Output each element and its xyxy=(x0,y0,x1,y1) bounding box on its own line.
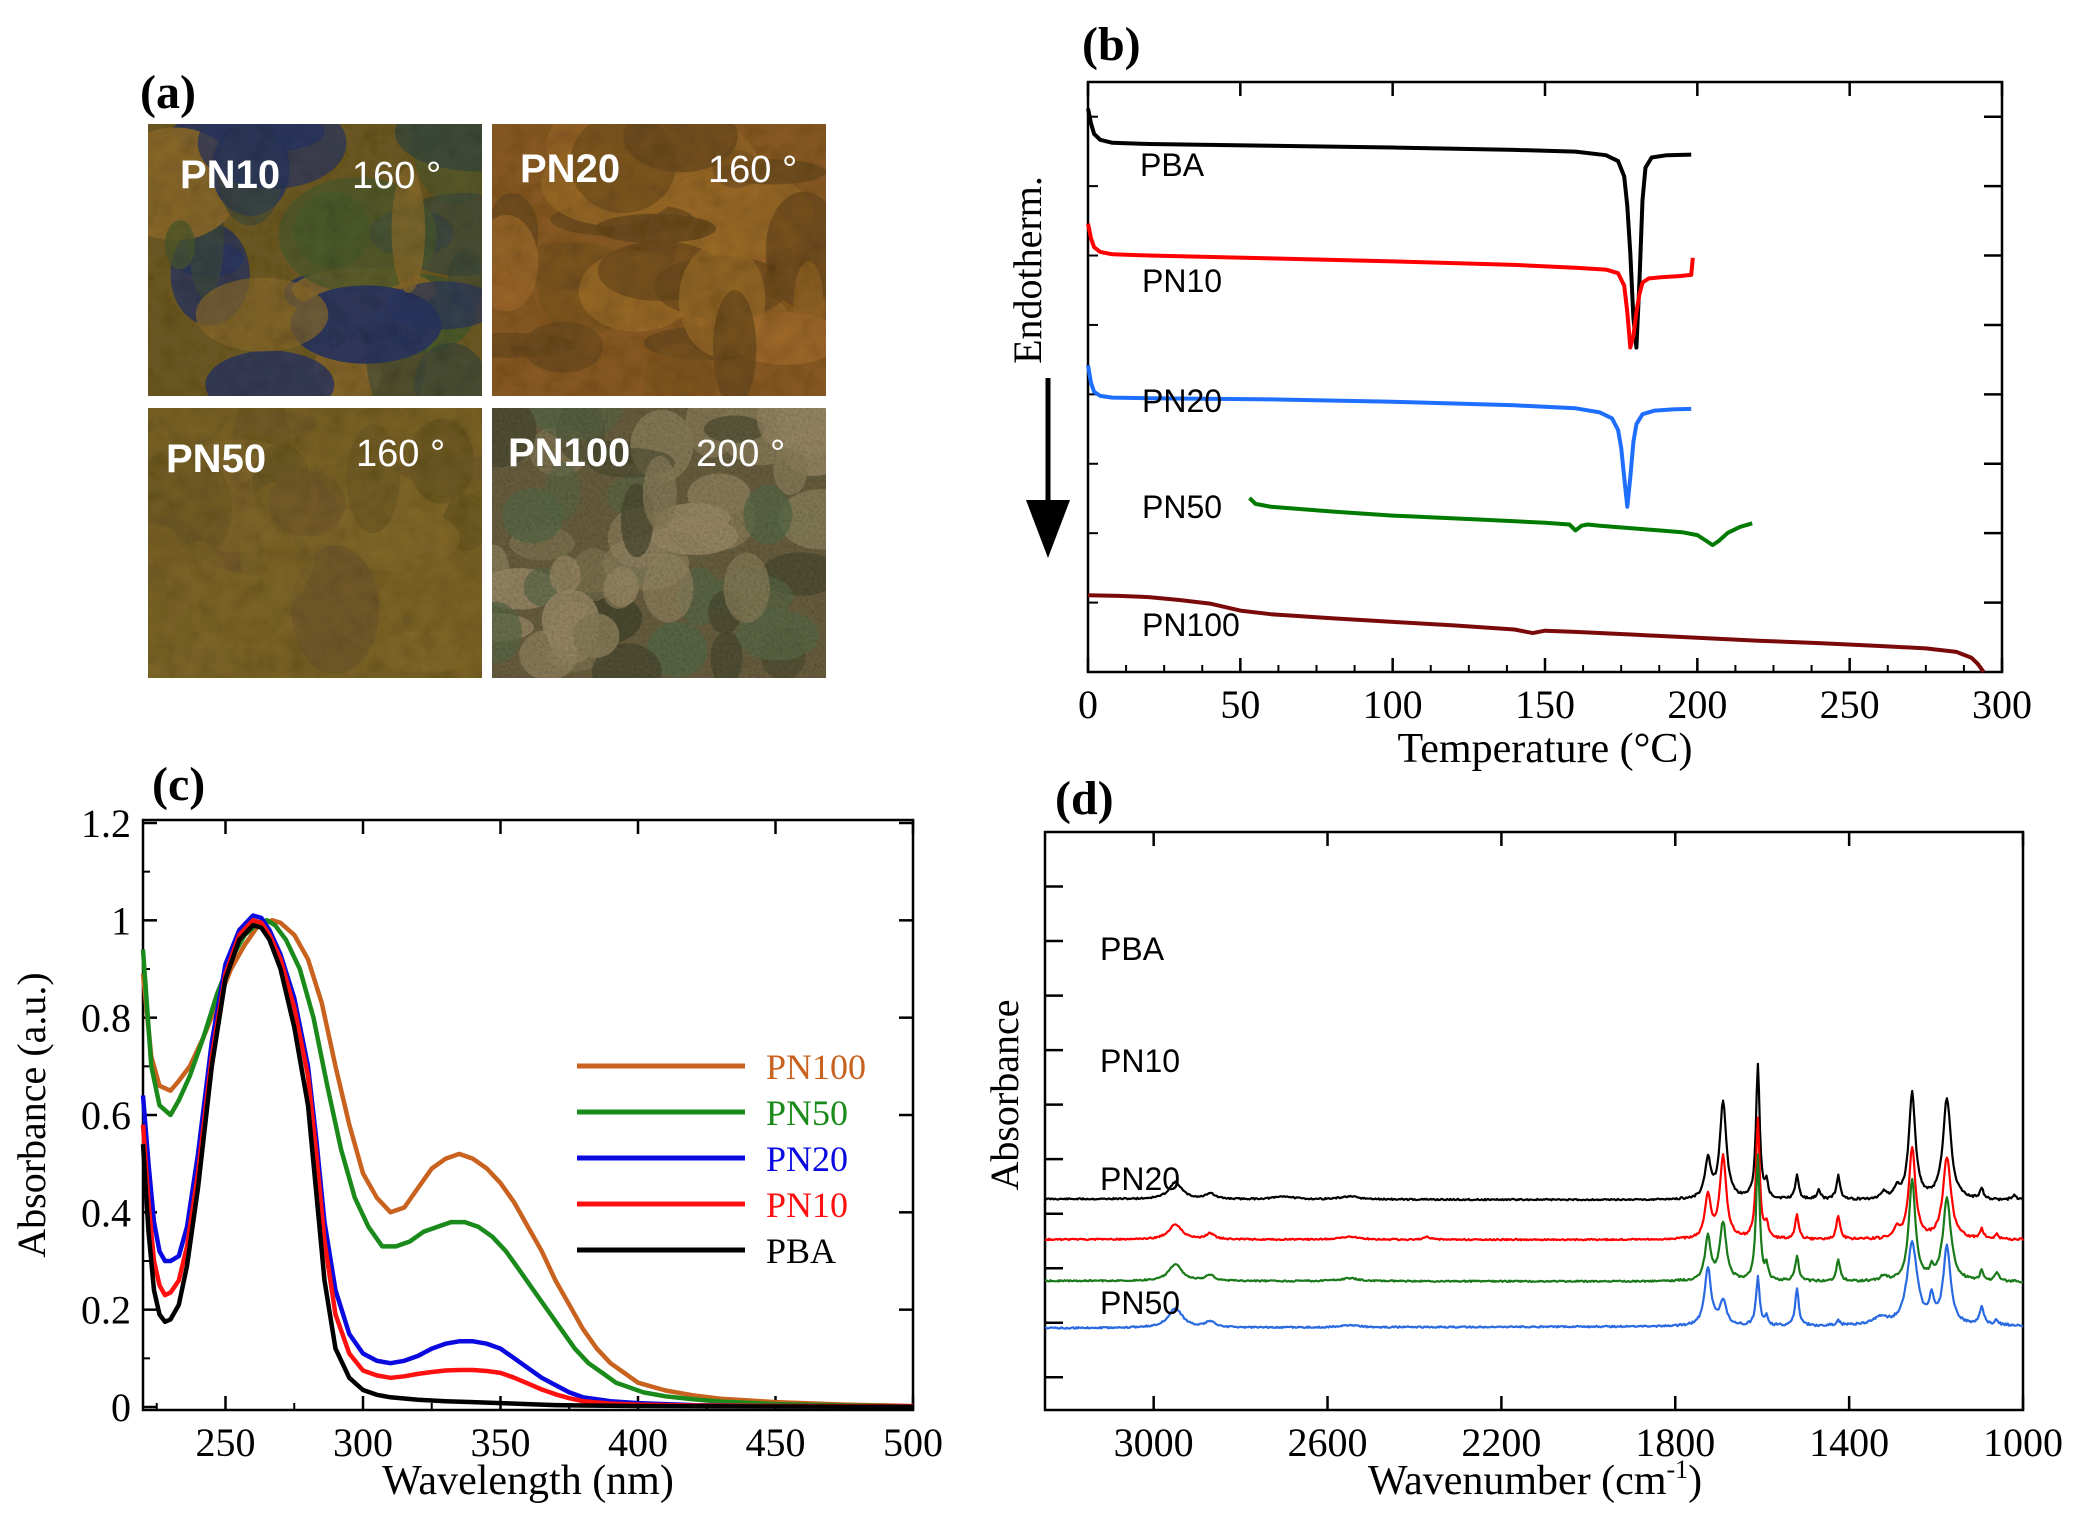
x-tick-label: 150 xyxy=(1515,682,1575,727)
tile-temperature-label: 200 ° xyxy=(696,433,785,475)
x-tick-label: 400 xyxy=(608,1420,668,1465)
series-label-pn20: PN20 xyxy=(1142,383,1222,419)
panel-d-xlabel-sup: -1 xyxy=(1666,1455,1688,1484)
tile-sample-label: PN20 xyxy=(520,147,620,191)
x-tick-label: 3000 xyxy=(1114,1420,1194,1465)
endotherm-arrow xyxy=(1026,378,1070,558)
legend-label-pn10: PN10 xyxy=(766,1185,848,1225)
y-tick-label: 0.4 xyxy=(81,1190,131,1235)
series-line-pn50 xyxy=(1248,496,1753,548)
panel-d-xlabel-main: Wavenumber (cm xyxy=(1368,1458,1667,1504)
y-tick-label: 0.2 xyxy=(81,1288,131,1333)
panel-c-label: (c) xyxy=(152,758,205,811)
series-line-pba xyxy=(1086,108,1692,350)
x-tick-label: 1400 xyxy=(1809,1420,1889,1465)
spectrum-label-pba: PBA xyxy=(1100,931,1165,967)
series-label-pn50: PN50 xyxy=(1142,489,1222,525)
panel-c: (c) 250 300 350 400 450 50000.20.40.60.811.2 … xyxy=(9,758,943,1504)
panel-a-label: (a) xyxy=(140,66,196,119)
x-tick-label: 2600 xyxy=(1288,1420,1368,1465)
x-tick-label: 300 xyxy=(1972,682,2032,727)
x-tick-label: 1000 xyxy=(1983,1420,2063,1465)
micrograph-tile: PN20 160 ° xyxy=(492,124,826,396)
y-tick-label: 1.2 xyxy=(81,801,131,846)
panel-d-ylabel: Absorbance xyxy=(982,999,1027,1190)
x-tick-label: 2200 xyxy=(1461,1420,1541,1465)
panel-c-ylabel: Absorbance (a.u.) xyxy=(9,972,54,1257)
tile-temperature-label: 160 ° xyxy=(356,433,445,475)
legend-label-pn100: PN100 xyxy=(766,1047,866,1087)
spectrum-line-pn50 xyxy=(1044,1240,2024,1330)
x-tick-label: 50 xyxy=(1220,682,1260,727)
panel-d-label: (d) xyxy=(1055,772,1114,825)
panel-a: (a) PN10 160 ° PN20 160 ° PN50 160 ° PN100 200 … xyxy=(140,66,826,678)
series-line-pba xyxy=(140,922,914,1410)
tile-sample-label: PN10 xyxy=(180,153,280,197)
panel-b-frame xyxy=(1086,80,2004,674)
x-tick-label: 450 xyxy=(746,1420,806,1465)
series-label-pn10: PN10 xyxy=(1142,263,1222,299)
legend-label-pn20: PN20 xyxy=(766,1139,848,1179)
y-tick-label: 0 xyxy=(111,1385,131,1430)
spectrum-line-pba xyxy=(1044,1062,2024,1202)
x-tick-label: 250 xyxy=(1820,682,1880,727)
spectrum-label-pn50: PN50 xyxy=(1100,1285,1180,1321)
panel-c-legend: PN100 PN50 PN20 PN10 PBA xyxy=(577,1047,866,1271)
series-line-pn10 xyxy=(140,918,914,1409)
spectrum-label-pn10: PN10 xyxy=(1100,1043,1180,1079)
x-tick-label: 350 xyxy=(471,1420,531,1465)
series-line-pn20 xyxy=(1086,364,1692,509)
panel-b-label: (b) xyxy=(1082,18,1141,71)
tile-sample-label: PN100 xyxy=(508,431,630,475)
x-tick-label: 500 xyxy=(883,1420,943,1465)
x-tick-label: 0 xyxy=(1078,682,1098,727)
series-line-pn10 xyxy=(1086,223,1695,350)
spectrum-line-pn10 xyxy=(1044,1116,2024,1242)
y-tick-label: 0.6 xyxy=(81,1093,131,1138)
legend-label-pn50: PN50 xyxy=(766,1093,848,1133)
x-tick-label: 300 xyxy=(333,1420,393,1465)
panel-d-frame xyxy=(1043,830,2025,1412)
micrograph-tile: PN10 160 ° xyxy=(148,124,482,396)
spectrum-line-pn20 xyxy=(1044,1153,2023,1284)
panel-c-xlabel: Wavelength (nm) xyxy=(382,1458,674,1504)
tile-temperature-label: 160 ° xyxy=(708,149,797,191)
tile-temperature-label: 160 ° xyxy=(352,155,441,197)
panel-d-xlabel-close: ) xyxy=(1688,1458,1702,1504)
panel-b-ylabel: Endotherm. xyxy=(1005,176,1050,364)
micrograph-tile: PN50 160 ° xyxy=(148,408,482,678)
y-tick-label: 1 xyxy=(111,898,131,943)
x-tick-label: 100 xyxy=(1363,682,1423,727)
panel-b: (b) 0 50 100 150 200 250 300 PBA PN10 PN20 PN50 PN… xyxy=(1005,18,2032,772)
series-label-pn100: PN100 xyxy=(1142,607,1240,643)
panel-d-xlabel: Wavenumber (cm-1) xyxy=(1368,1455,1702,1504)
x-tick-label: 250 xyxy=(196,1420,256,1465)
micrograph-tile: PN100 200 ° xyxy=(492,408,826,678)
series-line-pn20 xyxy=(140,913,914,1409)
panel-b-xlabel: Temperature (°C) xyxy=(1398,726,1693,772)
legend-label-pba: PBA xyxy=(766,1231,836,1271)
panel-d: (d) 3000 2600 2200 1800 1400 1000 PBA PN10 PN20… xyxy=(982,772,2063,1504)
series-label-pba: PBA xyxy=(1140,147,1205,183)
series-line-pn100 xyxy=(1087,593,1986,674)
tile-sample-label: PN50 xyxy=(166,437,266,481)
x-tick-label: 200 xyxy=(1667,682,1727,727)
y-tick-label: 0.8 xyxy=(81,996,131,1041)
x-tick-label: 1800 xyxy=(1635,1420,1715,1465)
spectrum-label-pn20: PN20 xyxy=(1100,1161,1180,1197)
